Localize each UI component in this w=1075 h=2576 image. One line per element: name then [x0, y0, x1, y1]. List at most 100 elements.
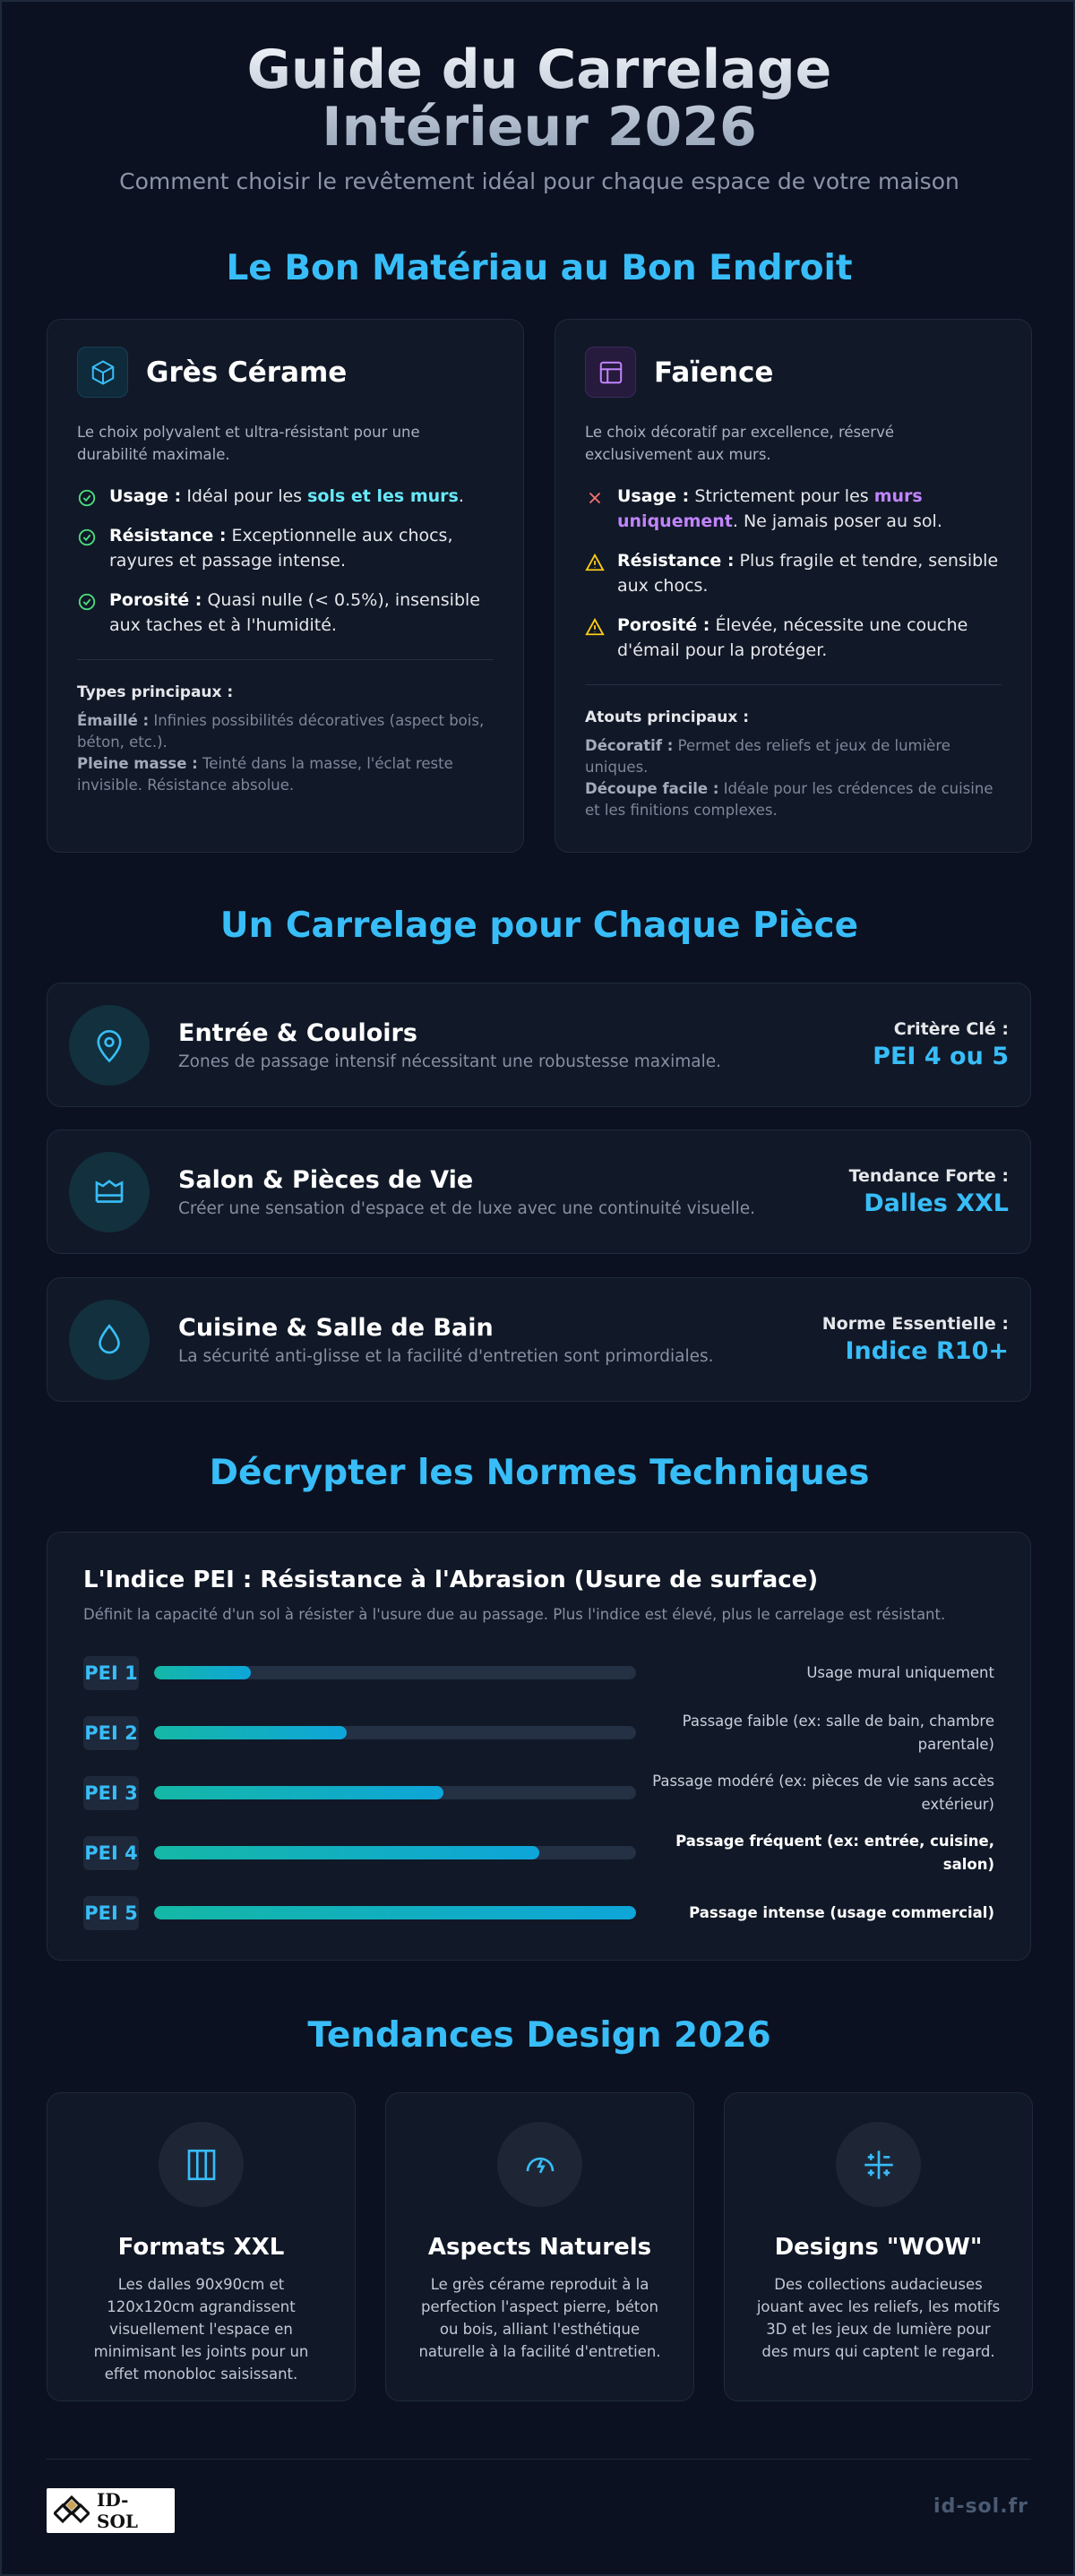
room-key: Norme Essentielle : Indice R10+ [822, 1314, 1009, 1365]
trend-title: Formats XXL [117, 2234, 285, 2261]
icon-svg [589, 492, 601, 504]
pei-row: PEI 1 Usage mural uniquement [83, 1643, 994, 1703]
icon-svg [99, 1323, 120, 1353]
type-label: Découpe facile : [585, 780, 719, 797]
type-text: Teinté dans la masse, l'éclat reste invi… [77, 755, 453, 794]
icon-svg [91, 359, 114, 385]
pei-row: PEI 4 Passage fréquent (ex: entrée, cuisi… [83, 1823, 994, 1883]
card-header: Grès Cérame [77, 347, 494, 398]
property-label: Résistance : [109, 526, 227, 545]
property-label: Résistance : [617, 551, 735, 571]
room-desc: Créer une sensation d'espace et de luxe … [178, 1198, 756, 1218]
property: Résistance : Exceptionnelle aux chocs, r… [77, 523, 494, 573]
property: Porosité : Élevée, nécessite une couche … [585, 613, 1002, 663]
icon-svg [95, 1179, 124, 1203]
icon [77, 523, 97, 573]
room-icon [69, 1299, 150, 1380]
pei-usage: Passage modéré (ex: pièces de vie sans a… [652, 1772, 994, 1813]
property: Usage : Idéal pour les sols et les murs. [77, 484, 494, 509]
property-label: Usage : [109, 486, 182, 506]
icon [54, 2494, 90, 2527]
pei-label: PEI 1 [83, 1655, 139, 1690]
icon [90, 1173, 128, 1211]
property-value: Idéal pour les [186, 486, 308, 506]
section-heading: Le Bon Matériau au Bon Endroit [226, 248, 853, 288]
icon [585, 484, 605, 534]
pei-card: L'Indice PEI : Résistance à l'Abrasion (… [47, 1532, 1031, 1961]
trend-icon [497, 2122, 582, 2207]
trend-text: Des collections audacieuses jouant avec … [756, 2276, 1001, 2360]
room-text: Salon & Pièces de Vie Créer une sensation… [178, 1166, 755, 1218]
card-intro: Le choix décoratif par excellence, réser… [585, 424, 894, 463]
trend-title: Designs "WOW" [774, 2234, 983, 2261]
property-label: Porosité : [109, 590, 202, 610]
key-value: Indice R10+ [845, 1337, 1009, 1365]
key-value: Dalles XXL [864, 1189, 1009, 1217]
type-label: Pleine masse : [77, 755, 198, 772]
type-item: Pleine masse : Teinté dans la masse, l'é… [77, 753, 494, 796]
icon-svg [78, 489, 96, 507]
pei-track [154, 1726, 636, 1739]
icon-svg [585, 553, 605, 571]
icon [90, 359, 116, 386]
logo: ID-SOL [47, 2488, 175, 2533]
icon-box [585, 347, 636, 398]
room-icon [69, 1151, 150, 1232]
property-value: Plus fragile et tendre, sensible aux cho… [617, 551, 999, 596]
type-label: Émaillé : [77, 712, 150, 729]
property-after: . [458, 486, 464, 506]
pei-title: L'Indice PEI : Résistance à l'Abrasion (… [83, 1567, 819, 1593]
room-name: Entrée & Couloirs [178, 1018, 417, 1047]
trend-title: Aspects Naturels [427, 2234, 652, 2261]
trend-icon [159, 2122, 244, 2207]
icon-svg [599, 361, 622, 383]
trend-text: Les dalles 90x90cm et 120x120cm agrandis… [93, 2276, 309, 2383]
pei-usage: Usage mural uniquement [806, 1663, 994, 1681]
subtitle: Comment choisir le revêtement idéal pour… [119, 168, 959, 194]
icon [77, 484, 97, 509]
property-label: Usage : [617, 486, 690, 506]
room-card: Salon & Pièces de Vie Créer une sensation… [47, 1129, 1031, 1254]
trend-card: Designs "WOW" Des collections audacieuses… [724, 2092, 1033, 2401]
icon-svg [54, 2494, 90, 2524]
property-text: Porosité : Élevée, nécessite une couche … [617, 613, 1002, 663]
icon-svg [97, 1029, 122, 1062]
pei-track [154, 1786, 636, 1799]
pei-label: PEI 4 [83, 1835, 139, 1870]
room-icon [69, 1004, 150, 1086]
property: Usage : Strictement pour les murs unique… [585, 484, 1002, 534]
section-heading: Tendances Design 2026 [307, 2015, 771, 2056]
card-intro: Le choix polyvalent et ultra-résistant p… [77, 424, 420, 463]
icon-svg [526, 2157, 554, 2173]
property-after: . Ne jamais poser au sol. [732, 511, 942, 531]
room-text: Entrée & Couloirs Zones de passage intens… [178, 1019, 721, 1071]
icon-box [77, 347, 128, 398]
footer-line [47, 2459, 1031, 2460]
key-label: Critère Clé : [893, 1019, 1009, 1039]
property-text: Résistance : Plus fragile et tendre, sen… [617, 548, 1002, 598]
property-text: Usage : Idéal pour les sols et les murs. [109, 484, 464, 509]
sub-title: Types principaux : [77, 683, 234, 701]
title: Guide du Carrelage Intérieur 2026 [2, 41, 1075, 156]
room-key: Tendance Forte : Dalles XXL [849, 1166, 1009, 1217]
key-value: PEI 4 ou 5 [873, 1043, 1009, 1070]
material-card: Grès Cérame Le choix polyvalent et ultra-… [47, 319, 524, 853]
pei-usage: Passage faible (ex: salle de bain, chamb… [682, 1712, 994, 1753]
icon [521, 2146, 559, 2184]
type-text: Idéale pour les crédences de cuisine et … [585, 780, 993, 819]
pei-fill [154, 1906, 636, 1919]
icon [860, 2146, 898, 2184]
section-heading: Un Carrelage pour Chaque Pièce [219, 906, 859, 946]
room-desc: Zones de passage intensif nécessitant un… [178, 1052, 721, 1071]
site-url: id-sol.fr [933, 2495, 1028, 2518]
room-desc: La sécurité anti-glisse et la facilité d… [178, 1346, 714, 1366]
card-header: Faïence [585, 347, 1002, 398]
pei-track [154, 1906, 636, 1919]
section-heading: Décrypter les Normes Techniques [209, 1453, 870, 1493]
trend-text: Le grès cérame reproduit à la perfection… [418, 2276, 661, 2360]
trend-card: Formats XXL Les dalles 90x90cm et 120x120… [47, 2092, 356, 2401]
pei-label: PEI 5 [83, 1895, 139, 1930]
material-card: Faïence Le choix décoratif par excellence… [555, 319, 1032, 853]
